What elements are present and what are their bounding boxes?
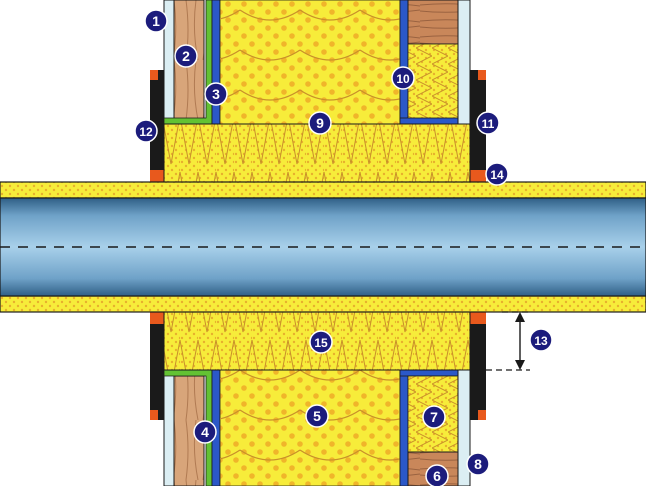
callout-circle bbox=[308, 111, 332, 135]
seal-right-top-b bbox=[470, 170, 486, 182]
seal-right-bottom-b bbox=[478, 410, 486, 420]
callout-circle bbox=[204, 82, 228, 106]
callout-circle bbox=[425, 464, 449, 486]
callout-1: 1 bbox=[144, 9, 168, 33]
pipe bbox=[0, 197, 646, 297]
callout-number: 4 bbox=[201, 424, 209, 440]
seal-right-top-a bbox=[478, 70, 486, 80]
wood-block-right-upper bbox=[407, 0, 459, 45]
callout-4: 4 bbox=[193, 420, 217, 444]
callout-number: 12 bbox=[139, 125, 153, 139]
callout-number: 13 bbox=[534, 334, 548, 348]
callout-circle bbox=[193, 420, 217, 444]
collar-right-bottom bbox=[470, 324, 486, 420]
callout-circle bbox=[174, 44, 198, 68]
callout-circle bbox=[466, 452, 490, 476]
stud-top-right-lower bbox=[399, 369, 459, 377]
callout-number: 14 bbox=[490, 168, 504, 182]
callout-number: 3 bbox=[212, 86, 220, 102]
callout-11: 11 bbox=[476, 111, 500, 135]
callout-13: 13 bbox=[529, 328, 553, 352]
callout-12: 12 bbox=[134, 119, 158, 143]
dimension-13 bbox=[486, 311, 530, 371]
seal-left-bottom-a bbox=[150, 312, 164, 324]
callout-number: 2 bbox=[182, 48, 190, 64]
pipe-insulation-bottom bbox=[0, 295, 646, 313]
callout-number: 1 bbox=[152, 13, 160, 29]
board-right-upper bbox=[457, 0, 471, 125]
dimension-arrow-bottom bbox=[515, 360, 525, 370]
pipe-insulation-top bbox=[0, 181, 646, 199]
callout-5: 5 bbox=[305, 404, 329, 428]
callout-circle bbox=[529, 328, 553, 352]
callout-number: 15 bbox=[314, 336, 328, 350]
wall-lower bbox=[163, 369, 471, 486]
seal-right-bottom-a bbox=[470, 312, 486, 324]
callout-15: 15 bbox=[309, 330, 333, 354]
callout-circle bbox=[422, 405, 446, 429]
callout-circle bbox=[134, 119, 158, 143]
seal-left-top-a bbox=[150, 70, 158, 80]
callout-circle bbox=[485, 162, 509, 186]
wall-upper bbox=[163, 0, 471, 125]
callout-14: 14 bbox=[485, 162, 509, 186]
callout-number: 7 bbox=[430, 409, 438, 425]
callout-number: 8 bbox=[474, 456, 482, 472]
callout-6: 6 bbox=[425, 464, 449, 486]
callout-3: 3 bbox=[204, 82, 228, 106]
stud-right-lower bbox=[399, 369, 409, 486]
wall-insulation-wave bbox=[220, 0, 400, 124]
wall-insulation-lower-wave bbox=[220, 370, 400, 486]
callout-number: 5 bbox=[313, 408, 321, 424]
dimension-arrow-top bbox=[515, 312, 525, 322]
callout-number: 10 bbox=[396, 72, 410, 86]
stud-right-upper bbox=[399, 0, 409, 125]
collar-left-top bbox=[150, 70, 164, 170]
callout-number: 11 bbox=[482, 117, 495, 131]
callout-circle bbox=[391, 66, 415, 90]
board-left-lower bbox=[163, 369, 175, 486]
callout-circle bbox=[309, 330, 333, 354]
callout-number: 9 bbox=[316, 115, 324, 131]
callout-10: 10 bbox=[391, 66, 415, 90]
stud-bottom-right-upper bbox=[399, 117, 459, 125]
seal-left-bottom-b bbox=[150, 410, 158, 420]
callout-7: 7 bbox=[422, 405, 446, 429]
callout-9: 9 bbox=[308, 111, 332, 135]
collar-left-bottom bbox=[150, 324, 164, 420]
callout-circle bbox=[305, 404, 329, 428]
callout-circle bbox=[144, 9, 168, 33]
callout-number: 6 bbox=[433, 468, 441, 484]
service-insulation-upper bbox=[407, 43, 459, 121]
callout-circle bbox=[476, 111, 500, 135]
seal-left-top-b bbox=[150, 170, 164, 182]
callout-2: 2 bbox=[174, 44, 198, 68]
callout-8: 8 bbox=[466, 452, 490, 476]
